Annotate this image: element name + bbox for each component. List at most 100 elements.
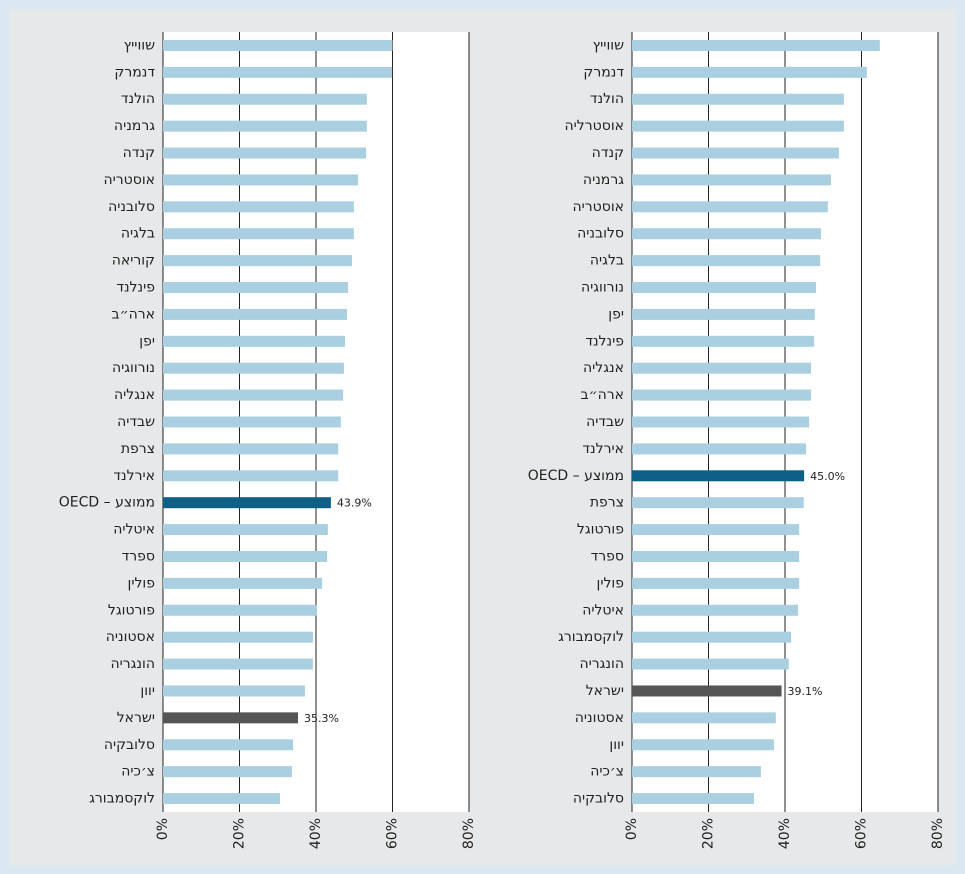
category-label: איטליה [113,522,155,538]
x-tick-label: 40% [308,818,324,849]
bar [632,39,880,51]
bar [163,147,367,159]
bar [163,550,328,562]
bar [632,470,805,482]
bar [632,228,821,240]
value-label: 45.0% [810,470,845,483]
category-label: בלגיה [121,226,155,242]
category-label: אוסטרליה [565,118,624,134]
bar [163,389,344,401]
bar [163,66,393,78]
category-label: ממוצע – OECD [528,468,624,484]
bar [632,147,839,159]
bar [632,685,782,697]
bar [632,416,810,428]
bar [163,416,341,428]
category-label: הונגריה [579,656,624,672]
bar [632,66,867,78]
bar [163,524,328,536]
x-tick-label: 20% [701,818,717,849]
x-tick-label: 60% [854,818,870,849]
category-label: ספרד [591,548,624,564]
category-label: סלובקיה [573,791,624,807]
category-label: סלובניה [577,226,624,242]
bar [163,201,354,213]
category-label: שווייץ [593,37,624,53]
x-tick-label: 80% [930,818,946,849]
bar [632,524,800,536]
category-label: נורווגיה [581,280,624,296]
bar [163,631,313,643]
bar [163,604,318,616]
bar [163,443,339,455]
bar [163,658,313,670]
bar [632,766,761,778]
category-label: ישראל [117,710,155,726]
x-tick-label: 0% [624,818,640,840]
bar [632,389,812,401]
category-label: הולנד [121,91,155,107]
bar [163,39,393,51]
bar [632,793,755,805]
value-label: 43.9% [337,497,372,510]
bar [632,712,776,724]
category-label: פורטוגל [108,602,155,618]
bar [632,631,792,643]
category-label: יוון [140,683,155,699]
x-tick-label: 40% [777,818,793,849]
category-label: פולין [597,575,624,591]
bar [163,282,349,294]
x-tick-label: 0% [155,818,171,840]
category-label: אוסטריה [103,172,155,188]
category-label: ארה״ב [111,306,155,322]
bar [632,604,799,616]
bar [163,739,294,751]
category-label: נורווגיה [112,360,155,376]
category-label: צ׳כיה [121,764,155,780]
category-label: צ׳כיה [590,764,624,780]
category-label: שווייץ [124,37,155,53]
category-label: פינלנד [585,333,624,349]
category-label: דנמרק [114,64,155,80]
category-label: פורטוגל [577,522,624,538]
bar [632,443,807,455]
bar [163,335,346,347]
category-label: אנגליה [583,360,624,376]
bar [632,658,789,670]
category-label: פינלנד [116,280,155,296]
category-label: ישראל [586,683,624,699]
bar [163,255,352,267]
value-label: 39.1% [788,685,823,698]
bar [163,793,281,805]
bar [632,282,816,294]
category-label: ממוצע – OECD [59,495,155,511]
bar [632,120,844,132]
category-label: סלובקיה [104,737,155,753]
category-label: צרפת [590,495,624,511]
bar [163,685,305,697]
category-label: הונגריה [110,656,155,672]
category-label: קוריאה [112,253,155,269]
category-label: אוסטריה [572,199,624,215]
category-label: סלובניה [108,199,155,215]
bar [632,174,831,186]
category-label: איטליה [582,602,624,618]
x-tick-label: 60% [385,818,401,849]
category-label: שבדיה [586,414,624,430]
bar [163,577,323,589]
category-label: אנגליה [114,387,155,403]
bar [632,497,804,509]
bar [163,308,347,320]
bar [163,228,354,240]
category-label: לוקסמבורג [89,791,155,807]
category-label: גרמניה [583,172,624,188]
bar [632,739,774,751]
bar [632,335,815,347]
bar [632,577,800,589]
bar [163,766,292,778]
bar [632,308,815,320]
bar [163,120,367,132]
value-label: 35.3% [304,712,339,725]
category-label: ארה״ב [580,387,624,403]
